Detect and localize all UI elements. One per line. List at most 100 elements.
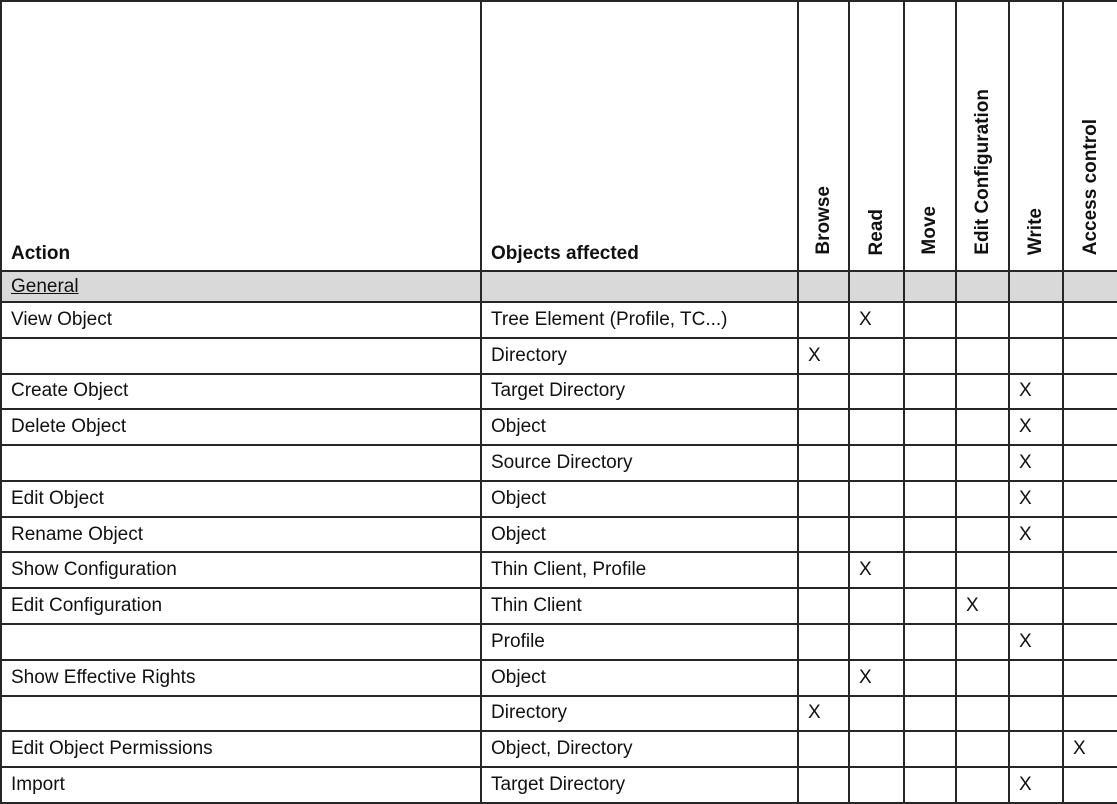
mark-cell-move [903, 444, 957, 482]
action-cell [0, 444, 482, 482]
mark-cell-edit-configuration [955, 515, 1010, 554]
mark-cell-read [848, 372, 905, 411]
section-empty-cell [848, 269, 905, 304]
mark-cell-browse [797, 408, 850, 447]
objects-affected-cell: Directory [480, 694, 799, 733]
mark-cell-move [903, 408, 957, 447]
objects-affected-cell: Object [480, 515, 799, 554]
mark-cell-edit-configuration [955, 622, 1010, 661]
section-empty-cell [797, 269, 850, 304]
action-cell: Show Effective Rights [0, 658, 482, 697]
mark-cell-write: X [1008, 408, 1064, 447]
mark-cell-edit-configuration [955, 730, 1010, 769]
mark-cell-edit-configuration [955, 479, 1010, 518]
mark-cell-edit-configuration [955, 301, 1010, 339]
mark-cell-write: X [1008, 372, 1064, 411]
mark-cell-read [848, 694, 905, 733]
column-header-access-control: Access control [1062, 0, 1117, 272]
table-row: Directory X [0, 336, 1117, 375]
mark-cell-read [848, 408, 905, 447]
column-header-edit-configuration: Edit Configuration [955, 0, 1010, 272]
action-cell: View Object [0, 301, 482, 339]
objects-affected-cell: Thin Client, Profile [480, 551, 799, 590]
mark-cell-move [903, 766, 957, 804]
mark-cell-move [903, 479, 957, 518]
mark-cell-access-control [1062, 587, 1117, 625]
mark-cell-move [903, 730, 957, 769]
mark-cell-browse [797, 444, 850, 482]
action-cell: Edit Configuration [0, 587, 482, 625]
mark-cell-write [1008, 301, 1064, 339]
mark-cell-read [848, 479, 905, 518]
mark-cell-write: X [1008, 766, 1064, 804]
mark-cell-move [903, 372, 957, 411]
mark-cell-read [848, 766, 905, 804]
action-cell: Edit Object [0, 479, 482, 518]
mark-cell-access-control [1062, 372, 1117, 411]
objects-affected-cell: Object [480, 408, 799, 447]
section-empty-cell [480, 269, 799, 304]
objects-affected-cell: Profile [480, 622, 799, 661]
mark-cell-edit-configuration [955, 444, 1010, 482]
mark-cell-move [903, 658, 957, 697]
mark-cell-move [903, 622, 957, 661]
mark-cell-browse [797, 658, 850, 697]
mark-cell-browse: X [797, 336, 850, 375]
mark-cell-read: X [848, 658, 905, 697]
action-cell: Edit Object Permissions [0, 730, 482, 769]
action-cell: Create Object [0, 372, 482, 411]
mark-cell-edit-configuration [955, 336, 1010, 375]
mark-cell-write: X [1008, 622, 1064, 661]
mark-cell-access-control [1062, 694, 1117, 733]
mark-cell-browse [797, 730, 850, 769]
mark-cell-move [903, 301, 957, 339]
column-header-action: Action [0, 0, 482, 272]
mark-cell-access-control [1062, 766, 1117, 804]
table-row: Rename Object Object X [0, 515, 1117, 554]
mark-cell-read [848, 730, 905, 769]
objects-affected-cell: Tree Element (Profile, TC...) [480, 301, 799, 339]
mark-cell-browse [797, 551, 850, 590]
mark-cell-write [1008, 694, 1064, 733]
mark-cell-access-control [1062, 551, 1117, 590]
column-header-objects-affected: Objects affected [480, 0, 799, 272]
objects-affected-cell: Source Directory [480, 444, 799, 482]
mark-cell-edit-configuration [955, 766, 1010, 804]
mark-cell-move [903, 694, 957, 733]
mark-cell-move [903, 587, 957, 625]
table-row: Import Target Directory X [0, 766, 1117, 804]
rotated-header-label: Move [919, 206, 941, 255]
table-row: Create Object Target Directory X [0, 372, 1117, 411]
column-header-read: Read [848, 0, 905, 272]
action-cell: Show Configuration [0, 551, 482, 590]
table-row: Edit Object Permissions Object, Directory… [0, 730, 1117, 769]
mark-cell-read [848, 336, 905, 375]
mark-cell-write [1008, 587, 1064, 625]
action-cell [0, 336, 482, 375]
table-row: Directory X [0, 694, 1117, 733]
mark-cell-move [903, 515, 957, 554]
objects-affected-cell: Object [480, 479, 799, 518]
rotated-header-label: Edit Configuration [971, 89, 993, 255]
section-label: General [0, 269, 482, 304]
table-row: Source Directory X [0, 444, 1117, 482]
mark-cell-write: X [1008, 444, 1064, 482]
action-cell [0, 622, 482, 661]
column-header-write: Write [1008, 0, 1064, 272]
objects-affected-cell: Object [480, 658, 799, 697]
mark-cell-browse [797, 372, 850, 411]
table-row: Profile X [0, 622, 1117, 661]
mark-cell-write: X [1008, 515, 1064, 554]
mark-cell-browse [797, 766, 850, 804]
mark-cell-read [848, 444, 905, 482]
mark-cell-read: X [848, 551, 905, 590]
mark-cell-browse [797, 515, 850, 554]
mark-cell-access-control [1062, 658, 1117, 697]
section-row-general: General [0, 269, 1117, 304]
mark-cell-read [848, 622, 905, 661]
mark-cell-browse [797, 301, 850, 339]
objects-affected-cell: Thin Client [480, 587, 799, 625]
mark-cell-edit-configuration [955, 658, 1010, 697]
column-header-move: Move [903, 0, 957, 272]
mark-cell-write [1008, 730, 1064, 769]
